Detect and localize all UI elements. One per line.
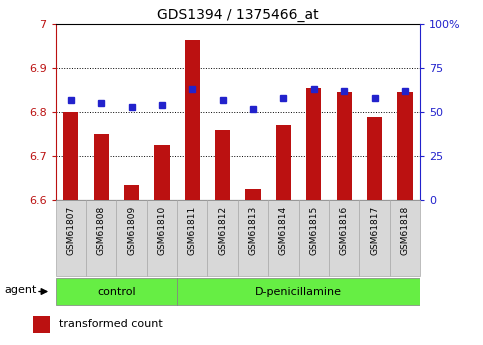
Bar: [306, 88, 322, 200]
Text: GSM61811: GSM61811: [188, 206, 197, 255]
Text: GSM61812: GSM61812: [218, 206, 227, 255]
Bar: [185, 40, 200, 200]
Text: GSM61807: GSM61807: [66, 206, 75, 255]
Bar: [177, 277, 420, 306]
Bar: [86, 200, 116, 276]
Bar: [56, 200, 86, 276]
Bar: [245, 189, 261, 200]
Text: GSM61817: GSM61817: [370, 206, 379, 255]
Text: D-penicillamine: D-penicillamine: [255, 287, 342, 296]
Text: transformed count: transformed count: [59, 319, 163, 329]
Text: GSM61809: GSM61809: [127, 206, 136, 255]
Text: GSM61816: GSM61816: [340, 206, 349, 255]
Bar: [94, 134, 109, 200]
Text: control: control: [97, 287, 136, 296]
Bar: [390, 200, 420, 276]
Bar: [33, 316, 50, 333]
Bar: [147, 200, 177, 276]
Bar: [298, 200, 329, 276]
Text: GSM61815: GSM61815: [309, 206, 318, 255]
Bar: [63, 112, 78, 200]
Text: agent: agent: [4, 285, 37, 295]
Bar: [124, 185, 139, 200]
Bar: [116, 200, 147, 276]
Text: GSM61813: GSM61813: [249, 206, 257, 255]
Bar: [398, 92, 412, 200]
Bar: [56, 277, 177, 306]
Bar: [337, 92, 352, 200]
Text: GSM61810: GSM61810: [157, 206, 167, 255]
Bar: [215, 130, 230, 200]
Text: GSM61818: GSM61818: [400, 206, 410, 255]
Bar: [208, 200, 238, 276]
Bar: [329, 200, 359, 276]
Bar: [154, 145, 170, 200]
Bar: [367, 117, 382, 200]
Bar: [359, 200, 390, 276]
Bar: [276, 125, 291, 200]
Bar: [238, 200, 268, 276]
Text: GSM61814: GSM61814: [279, 206, 288, 255]
Bar: [177, 200, 208, 276]
Bar: [268, 200, 298, 276]
Text: GSM61808: GSM61808: [97, 206, 106, 255]
Title: GDS1394 / 1375466_at: GDS1394 / 1375466_at: [157, 8, 319, 22]
